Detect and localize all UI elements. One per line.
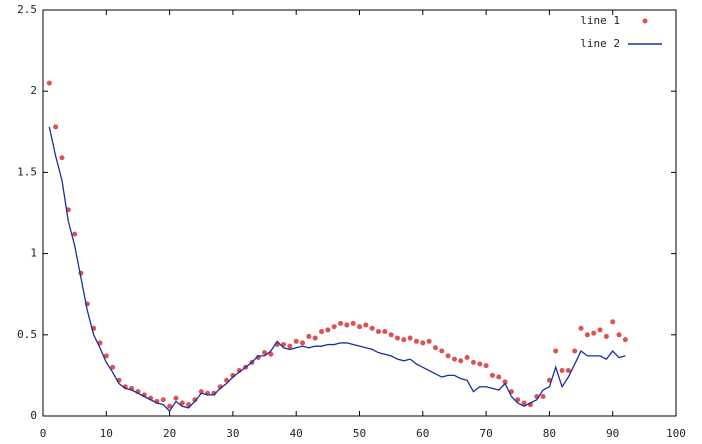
- point: [338, 320, 344, 326]
- point: [420, 340, 426, 346]
- y-tick-label: 2: [30, 84, 37, 97]
- legend-marker: [642, 18, 648, 24]
- point: [407, 335, 413, 341]
- point: [293, 338, 299, 344]
- x-tick-label: 90: [606, 427, 619, 440]
- point: [584, 332, 590, 338]
- point: [572, 348, 578, 354]
- point: [591, 330, 597, 336]
- point: [160, 397, 166, 403]
- point: [388, 332, 394, 338]
- point: [540, 394, 546, 400]
- point: [578, 325, 584, 331]
- y-tick-label: 1.5: [17, 165, 37, 178]
- point: [46, 80, 52, 86]
- point: [312, 335, 318, 341]
- x-tick-label: 40: [290, 427, 303, 440]
- point: [451, 356, 457, 362]
- point: [331, 324, 337, 330]
- point: [610, 319, 616, 325]
- point: [306, 333, 312, 339]
- point: [192, 397, 198, 403]
- point: [173, 395, 179, 401]
- point: [198, 389, 204, 395]
- y-tick-label: 2.5: [17, 3, 37, 16]
- x-tick-label: 30: [226, 427, 239, 440]
- x-tick-label: 20: [163, 427, 176, 440]
- point: [350, 320, 356, 326]
- point: [325, 327, 331, 333]
- point: [464, 355, 470, 361]
- point: [603, 333, 609, 339]
- x-tick-label: 60: [416, 427, 429, 440]
- point: [262, 350, 268, 356]
- x-tick-label: 80: [543, 427, 556, 440]
- point: [287, 343, 293, 349]
- x-tick-label: 100: [666, 427, 686, 440]
- y-tick-label: 1: [30, 247, 37, 260]
- point: [268, 351, 274, 357]
- series-line: [48, 126, 626, 413]
- point: [344, 322, 350, 328]
- point: [597, 327, 603, 333]
- point: [363, 322, 369, 328]
- point: [489, 372, 495, 378]
- point: [59, 155, 65, 161]
- point: [616, 332, 622, 338]
- point: [413, 338, 419, 344]
- x-tick-label: 10: [100, 427, 113, 440]
- point: [553, 348, 559, 354]
- point: [382, 329, 388, 335]
- point: [477, 361, 483, 367]
- point: [167, 403, 173, 409]
- point: [103, 353, 109, 359]
- point: [565, 368, 571, 374]
- point: [502, 379, 508, 385]
- legend-label: line 2: [580, 37, 620, 50]
- point: [394, 335, 400, 341]
- point: [110, 364, 116, 370]
- plot-frame: [42, 9, 677, 417]
- point: [179, 400, 185, 406]
- x-tick-label: 70: [479, 427, 492, 440]
- point: [439, 348, 445, 354]
- point: [300, 340, 306, 346]
- x-tick-label: 0: [40, 427, 47, 440]
- point: [375, 329, 381, 335]
- point: [401, 337, 407, 343]
- y-tick-label: 0: [30, 409, 37, 422]
- point: [470, 359, 476, 365]
- point: [445, 353, 451, 359]
- point: [496, 374, 502, 380]
- point: [521, 400, 527, 406]
- legend-label: line 1: [580, 14, 620, 27]
- x-tick-label: 50: [353, 427, 366, 440]
- y-tick-label: 0.5: [17, 328, 37, 341]
- point: [357, 324, 362, 330]
- point: [458, 358, 464, 364]
- point: [72, 231, 78, 237]
- point: [432, 345, 438, 351]
- point: [426, 338, 432, 344]
- point: [369, 325, 375, 331]
- point: [622, 337, 628, 343]
- point: [319, 329, 325, 335]
- point: [559, 368, 565, 374]
- point: [483, 363, 489, 369]
- point: [53, 124, 59, 130]
